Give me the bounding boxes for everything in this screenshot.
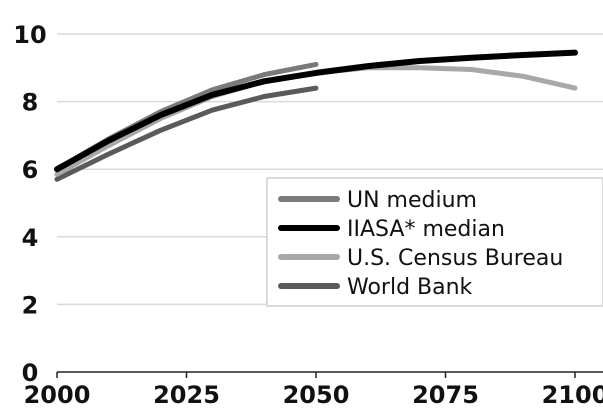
legend-label-1: IIASA* median <box>347 217 505 242</box>
y-tick-labels: 0 2 4 6 8 10 <box>13 21 46 387</box>
legend-label-0: UN medium <box>347 188 477 213</box>
legend: UN medium IIASA* median U.S. Census Bureau… <box>266 177 603 307</box>
x-tick-label: 2025 <box>153 381 220 409</box>
series-line-3 <box>54 85 319 182</box>
x-tick-labels: 2000 2025 2050 2075 2100 <box>24 381 603 409</box>
x-tick-label: 2075 <box>412 381 479 409</box>
x-tick-label: 2050 <box>283 381 350 409</box>
x-tick-label: 2100 <box>542 381 603 409</box>
legend-label-3: World Bank <box>347 275 473 300</box>
x-axis <box>56 371 603 378</box>
y-tick-label: 8 <box>22 89 39 117</box>
legend-label-2: U.S. Census Bureau <box>347 246 563 271</box>
y-tick-label: 4 <box>22 224 39 252</box>
y-tick-label: 10 <box>13 21 46 49</box>
series-lines <box>54 49 578 182</box>
y-tick-label: 6 <box>22 156 39 184</box>
y-tick-label: 2 <box>22 291 39 319</box>
series-line-2 <box>54 65 578 177</box>
x-tick-label: 2000 <box>24 381 91 409</box>
y-tick-label: 0 <box>22 359 39 387</box>
series-line-1 <box>54 49 578 173</box>
